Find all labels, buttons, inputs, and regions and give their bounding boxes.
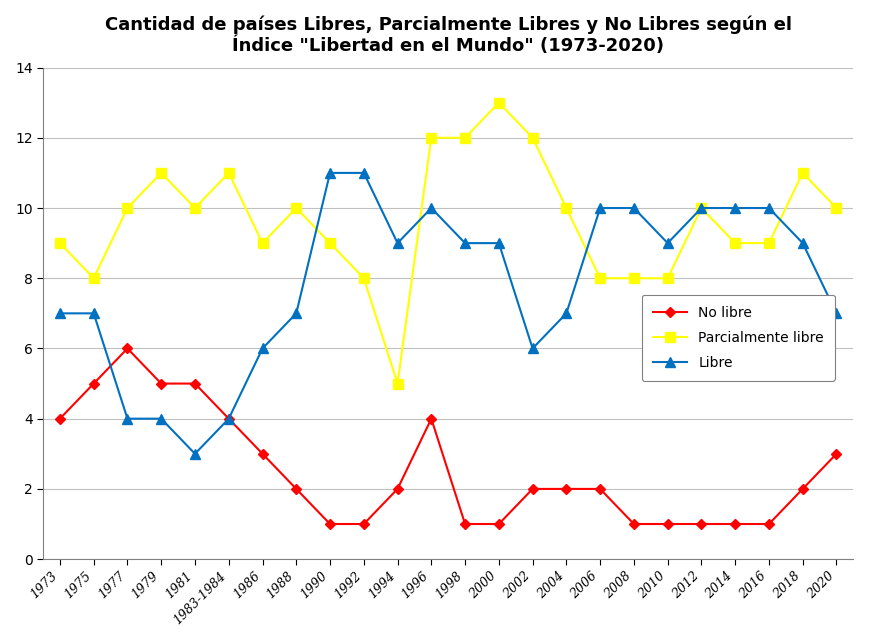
No libre	[662, 520, 673, 528]
Parcialmente libre	[595, 274, 606, 282]
Parcialmente libre	[764, 239, 774, 247]
Libre	[55, 309, 65, 317]
Libre	[190, 450, 201, 458]
Parcialmente libre	[324, 239, 335, 247]
No libre	[392, 485, 403, 493]
Parcialmente libre	[561, 204, 572, 212]
Libre	[629, 204, 639, 212]
Line: Parcialmente libre: Parcialmente libre	[55, 98, 842, 388]
Libre	[224, 415, 234, 422]
Libre	[460, 239, 470, 247]
Parcialmente libre	[190, 204, 201, 212]
Parcialmente libre	[696, 204, 706, 212]
Libre	[493, 239, 504, 247]
Parcialmente libre	[629, 274, 639, 282]
Libre	[122, 415, 133, 422]
Parcialmente libre	[662, 274, 673, 282]
No libre	[190, 379, 201, 387]
Parcialmente libre	[156, 169, 166, 177]
Parcialmente libre	[55, 239, 65, 247]
Parcialmente libre	[291, 204, 301, 212]
Parcialmente libre	[426, 134, 437, 142]
No libre	[831, 450, 842, 458]
Libre	[831, 309, 842, 317]
Libre	[730, 204, 741, 212]
Libre	[392, 239, 403, 247]
No libre	[730, 520, 741, 528]
No libre	[122, 345, 133, 352]
Parcialmente libre	[392, 379, 403, 387]
No libre	[561, 485, 572, 493]
No libre	[359, 520, 370, 528]
Libre	[426, 204, 437, 212]
Parcialmente libre	[831, 204, 842, 212]
Libre	[527, 345, 537, 352]
Libre	[662, 239, 673, 247]
No libre	[88, 379, 99, 387]
No libre	[291, 485, 301, 493]
No libre	[696, 520, 706, 528]
Parcialmente libre	[257, 239, 268, 247]
No libre	[55, 415, 65, 422]
Line: No libre: No libre	[57, 345, 840, 528]
No libre	[493, 520, 504, 528]
No libre	[595, 485, 606, 493]
Parcialmente libre	[88, 274, 99, 282]
Parcialmente libre	[797, 169, 808, 177]
Parcialmente libre	[122, 204, 133, 212]
Title: Cantidad de países Libres, Parcialmente Libres y No Libres según el
Índice "Libe: Cantidad de países Libres, Parcialmente …	[104, 15, 792, 55]
Libre	[156, 415, 166, 422]
Libre	[359, 169, 370, 177]
No libre	[224, 415, 234, 422]
No libre	[629, 520, 639, 528]
Libre	[257, 345, 268, 352]
Parcialmente libre	[359, 274, 370, 282]
Libre	[324, 169, 335, 177]
Parcialmente libre	[460, 134, 470, 142]
Libre	[696, 204, 706, 212]
No libre	[426, 415, 437, 422]
Legend: No libre, Parcialmente libre, Libre: No libre, Parcialmente libre, Libre	[642, 295, 835, 381]
Libre	[797, 239, 808, 247]
No libre	[764, 520, 774, 528]
Parcialmente libre	[493, 99, 504, 107]
Libre	[764, 204, 774, 212]
Libre	[561, 309, 572, 317]
No libre	[797, 485, 808, 493]
Line: Libre: Libre	[55, 168, 842, 458]
Libre	[595, 204, 606, 212]
Parcialmente libre	[730, 239, 741, 247]
Libre	[88, 309, 99, 317]
Parcialmente libre	[527, 134, 537, 142]
No libre	[527, 485, 537, 493]
Libre	[291, 309, 301, 317]
No libre	[324, 520, 335, 528]
Parcialmente libre	[224, 169, 234, 177]
No libre	[156, 379, 166, 387]
No libre	[257, 450, 268, 458]
No libre	[460, 520, 470, 528]
